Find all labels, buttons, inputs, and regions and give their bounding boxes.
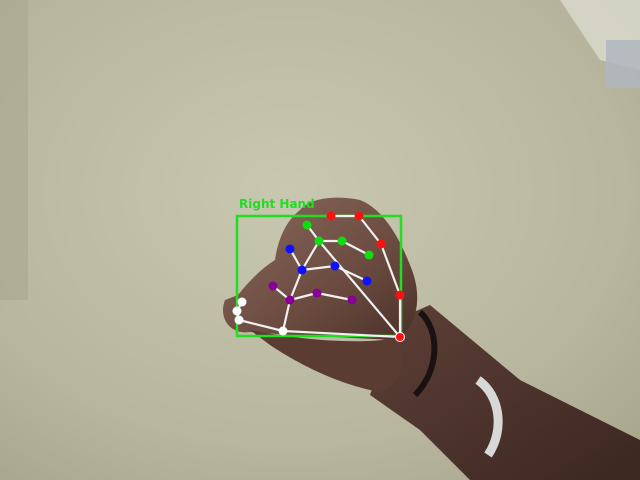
landmark-middle-mcp [297,265,307,275]
landmark-thumb-cmc [395,290,405,300]
landmark-pinky-pip [234,315,244,325]
bone-index-3 [340,239,371,257]
landmark-index-mcp [314,236,324,246]
landmark-pinky-tip [237,297,247,307]
landmark-ring-pip [268,281,278,291]
bone-thumb-1 [379,242,402,297]
bone-ring-3 [315,291,354,302]
detection-label: Right Hand [239,197,315,211]
bone-wrist-index [317,239,402,339]
landmark-thumb-tip [326,211,336,221]
landmark-wrist [395,332,405,342]
bone-middle-2 [300,264,337,272]
bone-index-middle [300,239,321,272]
landmark-index-tip [364,250,374,260]
landmarks [232,211,405,342]
landmark-index-pip [302,220,312,230]
wristband [412,309,438,398]
bone-ring-pinky [281,298,292,333]
landmark-ring-tip [347,295,357,305]
landmark-pinky-mcp [278,326,288,336]
landmark-ring-mcp [285,295,295,305]
window-object [606,40,640,88]
landmark-middle-dip [330,261,340,271]
landmark-thumb-mcp [376,239,386,249]
bone-pinky-wrist [281,329,402,339]
bone-pinky-1 [237,318,285,333]
wall-corner-shadow [0,0,28,300]
landmark-middle-pip [285,244,295,254]
bone-middle-ring [288,268,304,302]
detection-box [235,214,403,338]
landmark-thumb-ip [354,211,364,221]
bone-middle-3 [333,264,369,283]
bone-ring-2 [288,291,319,302]
hand-lower [250,330,403,392]
forearm [370,305,640,480]
landmark-index-dip [337,236,347,246]
landmark-ring-dip [312,288,322,298]
landmark-middle-tip [362,276,372,286]
bracelet [475,376,503,458]
landmark-pinky-dip [232,306,242,316]
bone-thumb-2 [357,214,383,246]
